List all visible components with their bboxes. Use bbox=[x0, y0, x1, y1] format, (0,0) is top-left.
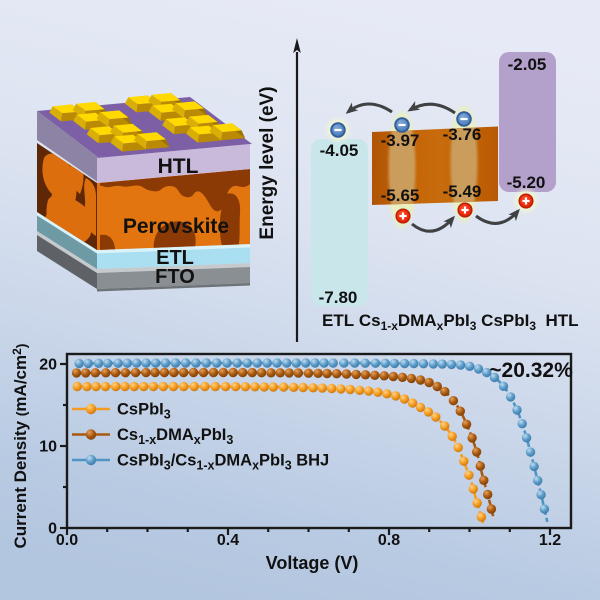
svg-text:0: 0 bbox=[48, 521, 57, 538]
svg-text:10: 10 bbox=[39, 439, 57, 456]
svg-text:HTL: HTL bbox=[158, 155, 199, 178]
svg-text:-5.20: -5.20 bbox=[507, 173, 546, 192]
svg-text:-4.05: -4.05 bbox=[320, 141, 359, 160]
svg-text:CsPbI3​: CsPbI3​ bbox=[117, 401, 171, 422]
svg-text:-5.49: -5.49 bbox=[443, 182, 482, 201]
svg-text:CsPbI3​/Cs1-x​DMAx​PbI3​ BHJ: CsPbI3​/Cs1-x​DMAx​PbI3​ BHJ bbox=[117, 452, 329, 473]
svg-text:Energy level (eV): Energy level (eV) bbox=[257, 86, 278, 239]
svg-text:Voltage (V): Voltage (V) bbox=[266, 553, 359, 573]
svg-text:-7.80: -7.80 bbox=[319, 288, 358, 307]
svg-text:FTO: FTO bbox=[155, 266, 195, 288]
svg-text:-2.05: -2.05 bbox=[508, 55, 547, 74]
svg-text:Perovskite: Perovskite bbox=[123, 215, 229, 238]
svg-text:0.4: 0.4 bbox=[217, 532, 239, 549]
svg-text:0.0: 0.0 bbox=[56, 532, 78, 549]
svg-text:Cs1-x​DMAx​PbI3​: Cs1-x​DMAx​PbI3​ bbox=[117, 426, 233, 447]
svg-text:1.2: 1.2 bbox=[539, 532, 561, 549]
svg-text:-3.97: -3.97 bbox=[381, 131, 420, 150]
svg-text:~20.32%: ~20.32% bbox=[489, 359, 573, 382]
svg-text:ETL Cs1-xDMAxPbI3 CsPbI3 HTL: ETL Cs1-xDMAxPbI3 CsPbI3 HTL bbox=[322, 311, 579, 333]
svg-text:0.8: 0.8 bbox=[378, 532, 400, 549]
svg-text:ETL: ETL bbox=[156, 247, 194, 269]
svg-text:20: 20 bbox=[39, 357, 57, 374]
svg-text:-3.76: -3.76 bbox=[443, 125, 482, 144]
svg-text:Current Density (mA/cm2): Current Density (mA/cm2) bbox=[10, 344, 30, 549]
svg-text:-5.65: -5.65 bbox=[381, 186, 420, 205]
